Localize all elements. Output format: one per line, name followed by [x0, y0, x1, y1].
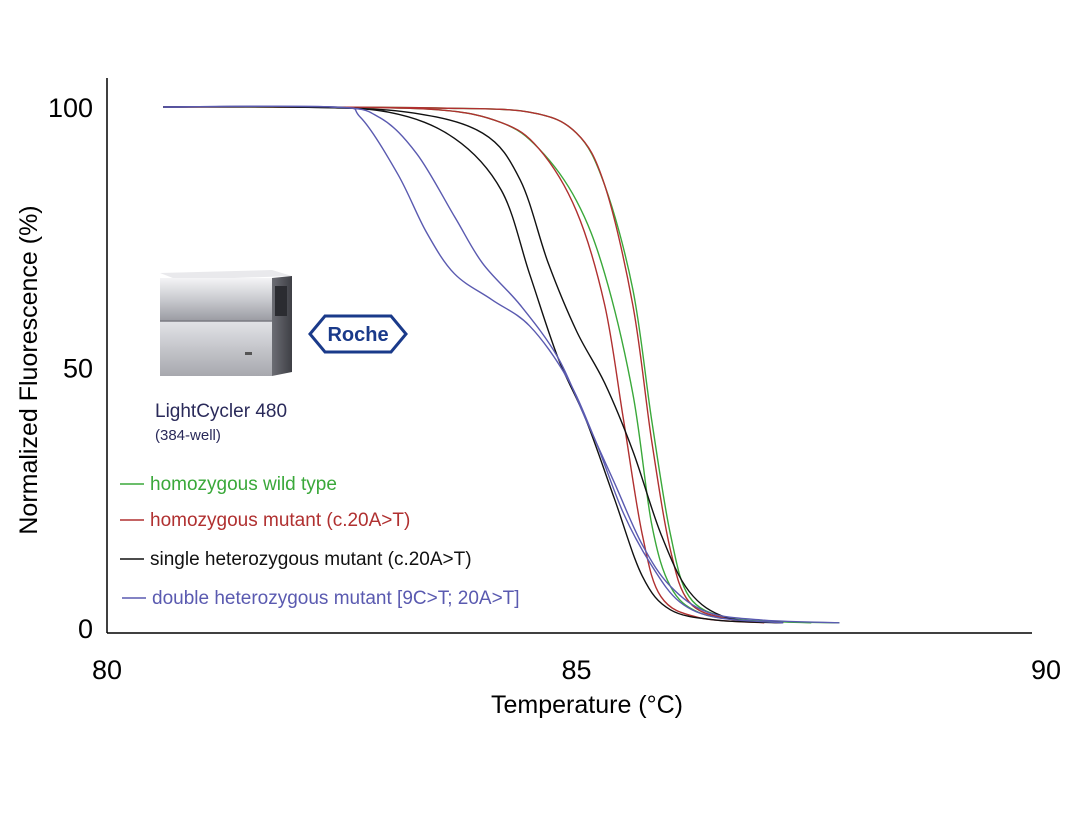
- svg-text:Roche: Roche: [327, 324, 388, 346]
- series-line-4-curve-1: [163, 105, 840, 624]
- series-line-3-curve-1: [163, 105, 784, 624]
- series-line-4-curve-2: [163, 105, 784, 624]
- y-axis-title: Normalized Fluorescence (%): [15, 205, 43, 534]
- device-detail: (384-well): [155, 427, 221, 444]
- roche-logo: Roche: [308, 314, 408, 354]
- x-tick-label: 80: [92, 655, 122, 685]
- legend-label: homozygous mutant (c.20A>T): [150, 510, 410, 531]
- y-tick-label: 50: [63, 354, 93, 384]
- legend-label: single heterozygous mutant (c.20A>T): [150, 549, 472, 570]
- legend-label: double heterozygous mutant [9C>T; 20A>T]: [152, 588, 520, 609]
- x-axis-title: Temperature (°C): [491, 691, 683, 719]
- series-group: [163, 105, 840, 624]
- y-tick-label: 100: [48, 93, 93, 123]
- y-tick-labels: 0 50 100: [48, 93, 93, 644]
- x-tick-label: 90: [1031, 655, 1061, 685]
- legend: homozygous wild type homozygous mutant (c…: [120, 474, 520, 609]
- x-tick-labels: 80 85 90: [92, 655, 1061, 685]
- series-line-2-curve-2: [163, 106, 765, 624]
- legend-label: homozygous wild type: [150, 474, 337, 495]
- x-tick-label: 85: [561, 655, 591, 685]
- device-name: LightCycler 480: [155, 401, 287, 422]
- series-line-3-curve-2: [163, 105, 784, 624]
- y-tick-label: 0: [78, 614, 93, 644]
- device-image: [160, 270, 292, 376]
